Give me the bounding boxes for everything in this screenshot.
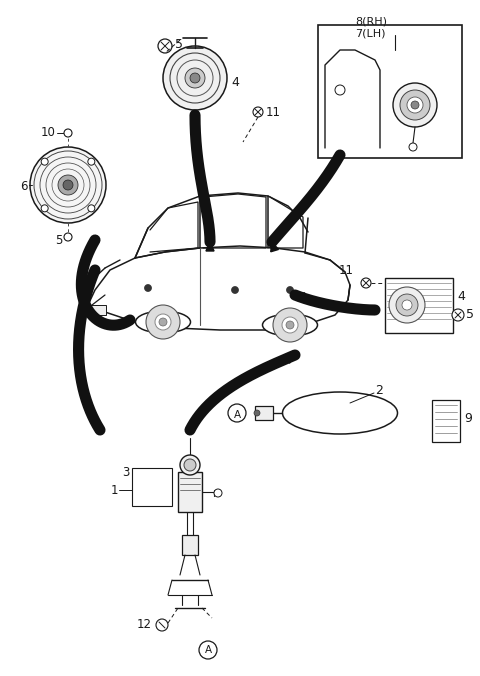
Text: 3: 3 xyxy=(122,466,130,479)
Circle shape xyxy=(396,294,418,316)
Circle shape xyxy=(393,83,437,127)
Text: 6: 6 xyxy=(21,180,28,193)
Bar xyxy=(385,278,453,333)
Bar xyxy=(255,406,273,420)
Circle shape xyxy=(361,278,371,288)
Circle shape xyxy=(190,73,200,83)
Ellipse shape xyxy=(135,311,191,333)
Text: 9: 9 xyxy=(464,412,472,425)
Circle shape xyxy=(64,233,72,241)
Text: 5: 5 xyxy=(56,233,63,247)
Circle shape xyxy=(180,455,200,475)
Bar xyxy=(318,25,462,158)
Circle shape xyxy=(184,459,196,471)
Circle shape xyxy=(58,175,78,195)
Text: 7(LH): 7(LH) xyxy=(355,28,385,38)
Text: 10: 10 xyxy=(41,126,56,139)
Circle shape xyxy=(452,309,464,321)
Ellipse shape xyxy=(283,392,397,434)
Circle shape xyxy=(155,314,171,330)
Circle shape xyxy=(400,90,430,120)
Circle shape xyxy=(156,619,168,631)
Polygon shape xyxy=(285,355,295,363)
Circle shape xyxy=(402,300,412,310)
Circle shape xyxy=(231,287,239,293)
Circle shape xyxy=(88,205,95,212)
Circle shape xyxy=(158,39,172,53)
Text: 1: 1 xyxy=(110,483,118,496)
Circle shape xyxy=(409,143,417,151)
Circle shape xyxy=(88,158,95,165)
Circle shape xyxy=(63,180,73,190)
Circle shape xyxy=(273,308,307,342)
Circle shape xyxy=(144,285,152,291)
Circle shape xyxy=(214,489,222,497)
Text: 11: 11 xyxy=(266,105,281,118)
Circle shape xyxy=(64,129,72,137)
Text: 12: 12 xyxy=(137,619,152,631)
Ellipse shape xyxy=(263,314,317,336)
Bar xyxy=(178,472,202,512)
Circle shape xyxy=(253,107,263,117)
Circle shape xyxy=(41,205,48,212)
Circle shape xyxy=(389,287,425,323)
Text: 11: 11 xyxy=(339,264,354,278)
Circle shape xyxy=(407,97,423,113)
Circle shape xyxy=(282,317,298,333)
Circle shape xyxy=(159,318,167,326)
Text: 4: 4 xyxy=(231,76,239,89)
Bar xyxy=(182,535,198,555)
Circle shape xyxy=(287,287,293,293)
Circle shape xyxy=(185,68,205,88)
Text: 8(RH): 8(RH) xyxy=(355,17,387,27)
Bar xyxy=(432,400,460,442)
Circle shape xyxy=(286,321,294,329)
Polygon shape xyxy=(295,293,305,301)
Text: 5: 5 xyxy=(466,308,474,322)
Text: 5: 5 xyxy=(175,37,183,51)
Text: A: A xyxy=(233,410,240,420)
Text: 4: 4 xyxy=(457,289,465,302)
Text: 2: 2 xyxy=(375,385,383,397)
Polygon shape xyxy=(271,242,278,251)
Bar xyxy=(132,468,172,506)
Circle shape xyxy=(163,46,227,110)
Circle shape xyxy=(41,158,48,165)
Circle shape xyxy=(411,101,419,109)
Circle shape xyxy=(254,410,260,416)
Text: A: A xyxy=(204,645,212,655)
Circle shape xyxy=(146,305,180,339)
Bar xyxy=(88,305,106,315)
Circle shape xyxy=(30,147,106,223)
Polygon shape xyxy=(206,242,214,251)
